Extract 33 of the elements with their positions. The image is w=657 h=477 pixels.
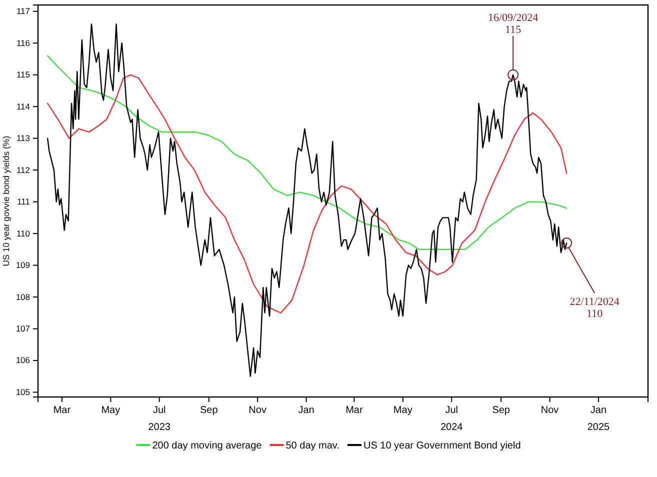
- legend-label: US 10 year Government Bond yield: [363, 440, 521, 452]
- y-tick-label: 109: [16, 260, 30, 270]
- y-tick-label: 117: [16, 6, 30, 16]
- x-tick-label: Mar: [346, 405, 364, 416]
- annotation: 22/11/2024 110: [570, 296, 620, 320]
- y-tick-label: 115: [16, 70, 30, 80]
- y-tick-label: 110: [16, 228, 30, 238]
- y-axis-title: US 10 year govvie bond yields (%): [1, 136, 11, 266]
- y-tick-label: 107: [16, 323, 30, 334]
- legend-label: 200 day moving average: [152, 440, 262, 452]
- y-tick-label: 114: [16, 101, 30, 112]
- y-tick-label: 111: [17, 196, 30, 207]
- x-tick-label: May: [101, 405, 120, 416]
- x-tick-label: Nov: [248, 405, 266, 416]
- x-tick-label: Mar: [53, 405, 72, 416]
- y-tick-label: 106: [16, 355, 30, 366]
- line-series: [46, 74, 568, 314]
- x-tick-label: Jan 2025: [587, 405, 610, 433]
- x-tick-label: Nov: [540, 405, 559, 416]
- line-series: [46, 55, 568, 250]
- x-tick-label: Jul 2023: [148, 405, 171, 433]
- y-tick-label: 112: [16, 164, 30, 175]
- x-tick-label: Jan: [298, 405, 314, 416]
- x-tick-label: Sep: [200, 405, 218, 416]
- legend-label: 50 day mav.: [286, 440, 340, 452]
- x-tick-label: Sep: [492, 405, 510, 416]
- y-tick-label: 108: [16, 292, 30, 302]
- y-tick-label: 113: [16, 133, 30, 144]
- x-tick-label: Jul 2024: [440, 405, 464, 433]
- y-tick-label: 116: [16, 38, 30, 48]
- y-tick-label: 105: [16, 386, 30, 397]
- x-tick-label: May: [393, 405, 412, 416]
- annotation: 16/09/2024 115: [488, 12, 539, 36]
